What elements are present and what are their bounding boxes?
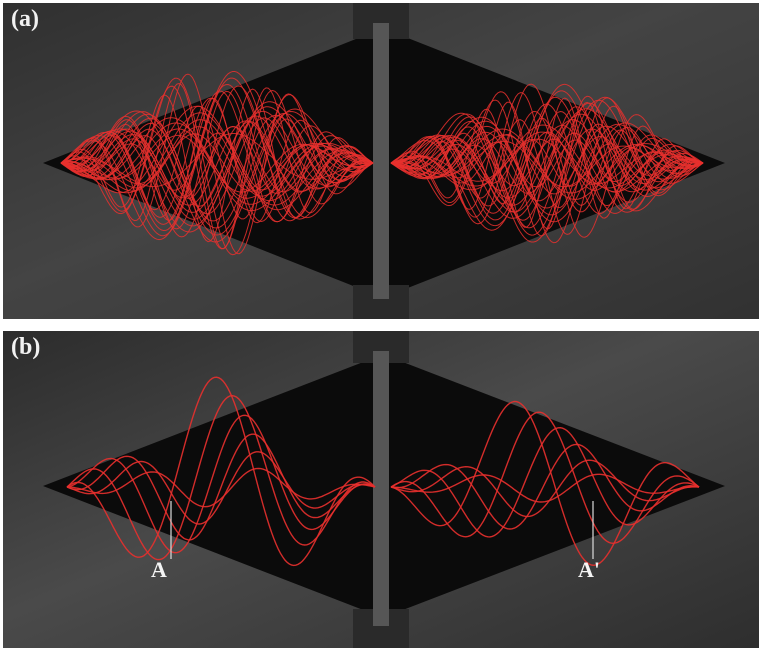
panel-a: (a) xyxy=(3,3,759,319)
trace-line xyxy=(390,97,704,228)
trace-line xyxy=(66,451,376,525)
trace-line xyxy=(60,110,374,236)
trace-line xyxy=(60,112,374,206)
marker-label-a: A xyxy=(151,557,167,582)
trajectory-traces xyxy=(66,376,700,567)
trace-line xyxy=(390,443,700,530)
trace-line xyxy=(391,83,704,238)
trace-line xyxy=(66,376,376,567)
trace-line xyxy=(60,97,374,224)
trace-line xyxy=(390,95,704,237)
trace-line xyxy=(60,101,374,233)
trace-line xyxy=(390,128,704,202)
trace-line xyxy=(60,85,374,238)
trajectory-traces xyxy=(60,71,704,256)
trace-line xyxy=(66,433,376,541)
marker-label-a-prime: A' xyxy=(578,557,600,582)
trace-line xyxy=(60,105,374,211)
trace-line xyxy=(390,90,704,227)
trace-line xyxy=(390,411,700,545)
trace-line xyxy=(390,400,700,567)
trace-line xyxy=(60,90,374,230)
trace-line xyxy=(60,112,374,229)
trace-line xyxy=(60,122,374,205)
trace-line xyxy=(390,459,700,518)
panel-b: (b) A A' xyxy=(3,331,759,648)
trace-line xyxy=(390,99,704,236)
trace-line xyxy=(390,139,704,188)
trace-line xyxy=(60,82,374,250)
trace-line xyxy=(66,467,376,508)
trace-line xyxy=(390,102,704,229)
trace-line xyxy=(390,125,704,209)
panel-b-photo xyxy=(3,331,759,648)
trace-line xyxy=(60,85,374,250)
trace-line xyxy=(60,110,374,220)
trace-line xyxy=(390,426,700,538)
trace-line xyxy=(390,106,704,221)
trace-line xyxy=(390,91,704,244)
trace-line xyxy=(390,96,704,243)
trace-line xyxy=(390,133,704,195)
trace-line xyxy=(390,110,704,213)
trace-line xyxy=(60,71,374,241)
center-divider xyxy=(373,23,389,299)
panel-label: (a) xyxy=(11,6,39,32)
trace-line xyxy=(60,77,374,237)
trace-line xyxy=(391,473,700,503)
panel-a-photo xyxy=(3,3,759,319)
trace-line xyxy=(60,126,374,197)
trace-line xyxy=(390,124,704,193)
center-divider xyxy=(373,351,389,626)
trace-line xyxy=(66,394,376,561)
trace-line xyxy=(60,133,374,192)
panel-label: (b) xyxy=(11,334,41,360)
